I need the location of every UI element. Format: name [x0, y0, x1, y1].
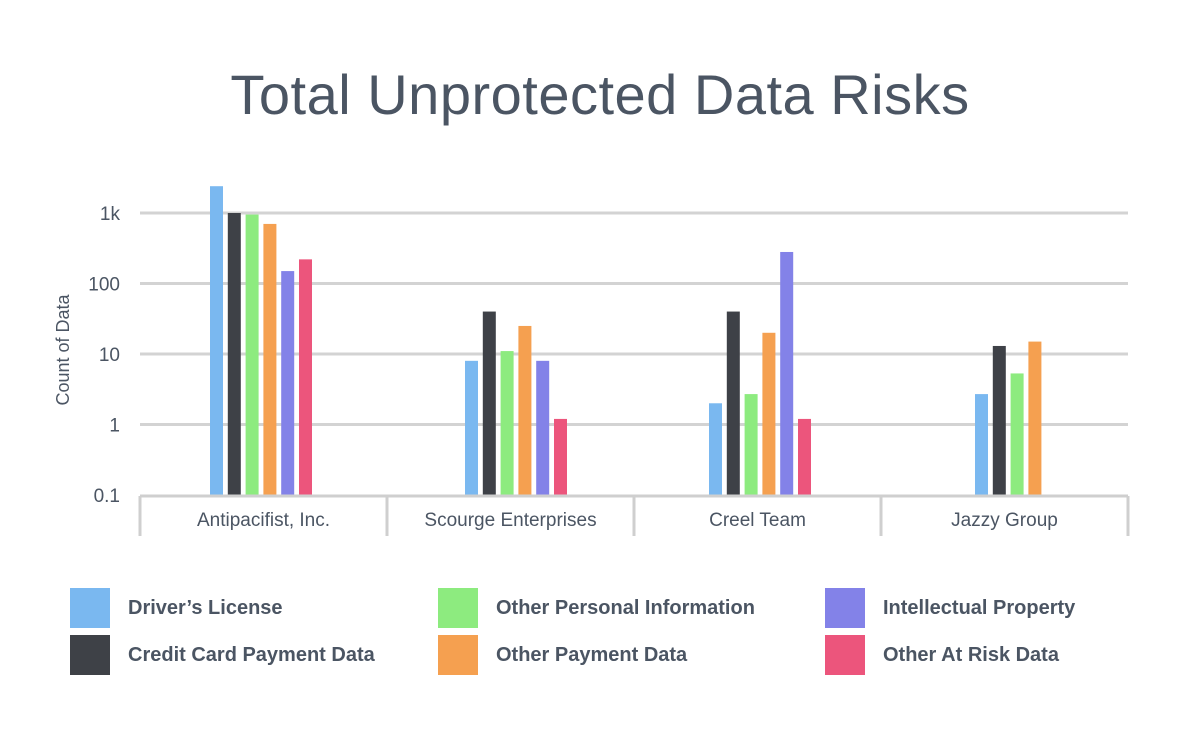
legend-item: Other At Risk Data [825, 635, 1059, 675]
legend-swatch [438, 635, 478, 675]
bar [744, 394, 758, 495]
y-tick-label: 0.1 [94, 486, 120, 507]
bar [709, 403, 722, 495]
bar [1028, 341, 1042, 495]
bar [992, 345, 1006, 495]
x-tick-label: Scourge Enterprises [424, 510, 596, 531]
bar [281, 271, 295, 495]
legend-item: Driver’s License [70, 588, 283, 628]
bar [536, 360, 550, 495]
bar [798, 418, 811, 495]
legend-label: Intellectual Property [883, 596, 1076, 619]
legend-swatch [70, 588, 110, 628]
bar [554, 418, 567, 495]
legend-swatch [825, 588, 865, 628]
bar [482, 311, 496, 495]
bar [762, 332, 776, 495]
y-tick-label: 1 [109, 416, 120, 437]
x-tick-label: Antipacifist, Inc. [197, 510, 330, 531]
legend-item: Other Personal Information [438, 588, 755, 628]
y-tick-label: 1k [100, 204, 121, 225]
y-tick-label: 100 [88, 275, 120, 296]
bar [210, 186, 223, 495]
bar [227, 213, 241, 495]
legend-label: Credit Card Payment Data [128, 643, 375, 666]
bar [245, 214, 259, 495]
bar [726, 311, 740, 495]
legend-swatch [438, 588, 478, 628]
x-tick-label: Jazzy Group [951, 510, 1058, 531]
y-axis-label: Count of Data [53, 293, 73, 405]
legend-swatch [825, 635, 865, 675]
legend-item: Other Payment Data [438, 635, 687, 675]
legend-swatch [70, 635, 110, 675]
bar [1010, 373, 1024, 495]
legend-item: Credit Card Payment Data [70, 635, 375, 675]
bar [500, 351, 514, 495]
x-tick-label: Creel Team [709, 510, 806, 531]
legend-label: Driver’s License [128, 596, 283, 619]
legend-label: Other Payment Data [496, 643, 688, 666]
bar [780, 251, 794, 495]
legend-item: Intellectual Property [825, 588, 1075, 628]
legend-label: Other Personal Information [496, 596, 755, 619]
legend-label: Other At Risk Data [883, 643, 1059, 666]
x-axis: 0.1 1 10 100 1k Antipacifist, Inc. Scourge Ent… [88, 204, 1130, 536]
bar [975, 394, 988, 495]
y-tick-label: 10 [99, 345, 120, 366]
bar [263, 223, 277, 495]
bars [210, 186, 1042, 495]
bar [518, 325, 532, 495]
bar [465, 360, 478, 495]
bar [299, 259, 312, 495]
legend: Driver’s License Credit Card Payment Data… [70, 588, 1130, 688]
chart-title: Total Unprotected Data Risks [230, 63, 970, 126]
